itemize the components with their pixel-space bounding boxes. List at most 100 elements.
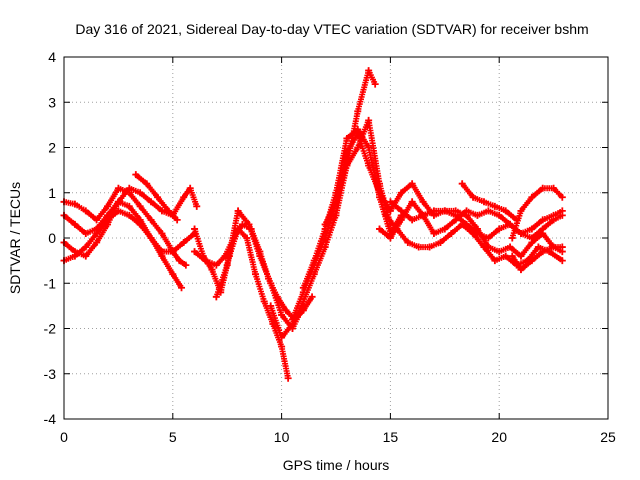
data-point [321, 220, 329, 228]
data-point [82, 207, 90, 215]
data-point [397, 207, 405, 215]
grid-layer [64, 57, 608, 419]
data-point [256, 252, 264, 260]
x-tick-label: 15 [383, 429, 399, 445]
data-layer [60, 67, 566, 382]
data-point [125, 184, 133, 192]
data-point [310, 257, 318, 265]
data-point [550, 216, 558, 224]
data-point [502, 207, 510, 215]
data-point [491, 202, 499, 210]
data-point [441, 207, 449, 215]
data-point [251, 270, 259, 278]
data-point [114, 207, 122, 215]
data-point [550, 243, 558, 251]
y-tick-label: 4 [48, 49, 56, 65]
data-point [528, 193, 536, 201]
data-point [267, 302, 275, 310]
data-point [164, 207, 172, 215]
data-point [376, 225, 384, 233]
data-point [528, 257, 536, 265]
series-track-15 [386, 198, 566, 242]
data-point [408, 216, 416, 224]
data-point [136, 202, 144, 210]
x-tick-label: 5 [169, 429, 177, 445]
data-point [193, 202, 201, 210]
data-point [441, 225, 449, 233]
y-tick-label: -3 [44, 366, 57, 382]
data-point [201, 257, 209, 265]
series-track-5 [132, 171, 181, 224]
data-point [182, 261, 190, 269]
x-tick-label: 0 [60, 429, 68, 445]
data-point [260, 297, 268, 305]
data-point [234, 207, 242, 215]
data-point [447, 229, 455, 237]
data-point [426, 243, 434, 251]
data-point [308, 293, 316, 301]
data-point [282, 306, 290, 314]
x-tick-label: 10 [274, 429, 290, 445]
data-point [517, 207, 525, 215]
data-point [528, 234, 536, 242]
x-tick-label: 25 [600, 429, 616, 445]
y-tick-label: -2 [44, 321, 57, 337]
data-point [408, 198, 416, 206]
data-point [430, 229, 438, 237]
data-point [136, 220, 144, 228]
data-point [82, 243, 90, 251]
data-point [158, 229, 166, 237]
data-point [558, 257, 566, 265]
data-point [419, 211, 427, 219]
data-point [469, 193, 477, 201]
data-point [365, 67, 373, 75]
data-point [147, 216, 155, 224]
data-point [208, 266, 216, 274]
data-point [245, 220, 253, 228]
tick-layer: 0 5 10 15 20 25 -4 -3 -2 -1 0 1 2 3 4 [44, 49, 616, 445]
data-point [506, 220, 514, 228]
data-point [539, 225, 547, 233]
data-point [430, 207, 438, 215]
data-point [173, 216, 181, 224]
data-point [136, 189, 144, 197]
data-point [558, 243, 566, 251]
data-point [343, 148, 351, 156]
data-point [491, 257, 499, 265]
data-point [365, 116, 373, 124]
data-point [93, 216, 101, 224]
data-point [376, 189, 384, 197]
data-point [419, 198, 427, 206]
data-point [178, 284, 186, 292]
data-point [558, 211, 566, 219]
data-point [104, 202, 112, 210]
data-point [382, 211, 390, 219]
data-point [528, 225, 536, 233]
data-point [278, 343, 286, 351]
data-point [284, 374, 292, 382]
data-point [191, 225, 199, 233]
data-point [393, 225, 401, 233]
data-point [125, 202, 133, 210]
data-point [147, 234, 155, 242]
data-point [332, 211, 340, 219]
data-point [517, 266, 525, 274]
data-point [269, 320, 277, 328]
data-point [452, 211, 460, 219]
data-point [125, 211, 133, 219]
y-axis-label: SDTVAR / TECUs [7, 182, 23, 294]
data-point [186, 184, 194, 192]
data-point [71, 220, 79, 228]
y-tick-label: -1 [44, 275, 57, 291]
data-point [463, 207, 471, 215]
data-point [397, 216, 405, 224]
data-point [191, 248, 199, 256]
marker-trail [132, 171, 179, 222]
data-point [484, 207, 492, 215]
marker-trail [267, 67, 378, 341]
data-point [354, 130, 362, 138]
series-track-9 [267, 67, 379, 342]
data-point [386, 234, 394, 242]
data-point [495, 225, 503, 233]
data-point [473, 229, 481, 237]
